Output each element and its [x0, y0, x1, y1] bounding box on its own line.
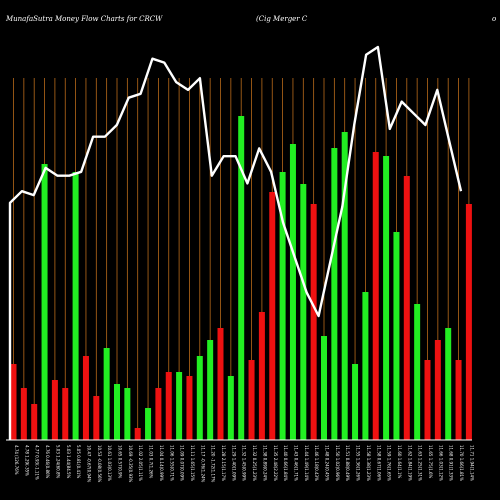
money-flow-bar	[403, 176, 410, 440]
x-tick-label: 11.60 1.64(1.1%	[397, 445, 402, 479]
money-flow-bar	[51, 380, 58, 440]
money-flow-bar	[414, 304, 421, 440]
chart-subtitle: (Cig Merger C	[256, 15, 308, 23]
x-tick-label: 11.17 -0.76(1.24%	[200, 445, 205, 483]
x-tick-label: 11.32 0.25(1.23%	[252, 445, 257, 481]
money-flow-bar	[20, 388, 27, 440]
money-flow-bar	[352, 364, 359, 440]
money-flow-bars	[10, 116, 472, 440]
x-tick-label: 4.77 0.93(-1.11%	[35, 445, 40, 480]
x-tick-label: 4.74 (126.76%	[14, 445, 19, 475]
x-tick-label: 5.03 1.44(84.5%	[66, 445, 71, 479]
money-flow-bar	[341, 132, 348, 440]
x-tick-label: 11.44 1.49(1.14%	[304, 445, 309, 481]
money-flow-bar	[103, 348, 110, 440]
money-flow-bar	[248, 360, 255, 440]
money-flow-bar	[82, 356, 89, 440]
x-tick-label: 11.51 0.88(0.49%	[345, 445, 350, 481]
x-tick-label: 5.05 0.81(0.41%	[76, 445, 81, 479]
x-tick-label: 11.03 0.7(1.26%	[149, 445, 154, 479]
money-flow-bar	[455, 360, 462, 440]
money-flow-bar	[196, 356, 203, 440]
money-flow-bar	[31, 404, 38, 440]
money-flow-bar	[145, 408, 152, 440]
money-flow-bar	[176, 372, 183, 440]
money-flow-bar	[372, 152, 379, 440]
x-tick-label: 11.35 2.48(2.22%	[273, 445, 278, 481]
money-flow-bar	[124, 388, 131, 440]
x-tick-label: 11.43 0.46(1.71%	[293, 445, 298, 481]
money-flow-bar	[445, 328, 452, 440]
money-flow-bar	[217, 328, 224, 440]
x-tick-label: 11.68 0.91(1.33%	[449, 445, 454, 481]
money-flow-bar	[186, 376, 193, 440]
money-flow-bar	[321, 336, 327, 440]
x-tick-label: 11.71 1.94(1.14%	[469, 445, 474, 481]
money-flow-bar	[62, 388, 69, 440]
money-flow-bar	[10, 364, 17, 440]
money-flow-bar	[310, 204, 317, 440]
x-tick-label: 11.58 0.67(1.06%	[376, 445, 381, 481]
money-flow-bar	[434, 340, 441, 440]
x-tick-label: 11.29 1.40(1.09%	[231, 445, 236, 481]
money-flow-bar	[165, 372, 172, 440]
x-tick-label: 11.48 0.24(0.45%	[325, 445, 330, 481]
money-flow-bar	[383, 156, 390, 440]
money-flow-bar	[424, 360, 431, 440]
x-tick-label: 11.09 0.07(0.09%	[180, 445, 185, 481]
chart-title: MunafaSutra Money Flow Charts for CRCW	[5, 15, 163, 23]
money-flow-bar	[258, 312, 265, 440]
x-tick-label: 11.66 1.03(1.12%	[438, 445, 443, 481]
x-tick-label: 11.32 1.45(0.99%	[242, 445, 247, 481]
money-flow-bar	[238, 116, 245, 440]
x-tick-label: 11.40 0.66(1.84%	[283, 445, 288, 481]
x-tick-label: 11.65 1.75(1.6%	[428, 445, 433, 479]
x-tick-label: 4.78 1.29(-35%	[24, 445, 29, 476]
money-flow-bar	[279, 172, 286, 440]
x-tick-label: 11.04 0.14(0.99%	[159, 445, 164, 481]
money-flow-bar	[331, 148, 338, 440]
x-tick-label: 11.70 1.66(1.81%	[459, 445, 464, 481]
money-flow-bar	[93, 396, 100, 440]
x-tick-label: 10.65 0.57(0.9%	[118, 445, 123, 479]
x-tick-label: 10.69 -0.35(0.93%	[128, 445, 133, 483]
money-flow-bar	[362, 292, 369, 440]
x-tick-label: 10.47 -0.67(0.94%	[86, 445, 91, 483]
money-flow-bar	[465, 204, 472, 440]
x-tick-label: 11.28 2.15(1.17%	[221, 445, 226, 481]
x-tick-label: 11.38 0.89(0.24%	[262, 445, 267, 481]
x-tick-label: 11.58 1.38(1.23%	[366, 445, 371, 481]
x-tick-label: 10.61 1.03(0.13%	[107, 445, 112, 481]
x-tick-label: 10.53 -0.08(0.56%	[97, 445, 102, 483]
money-flow-bar	[155, 388, 162, 440]
x-tick-label: 11.02 2.05(1.11%	[138, 445, 143, 481]
x-tick-label: 11.59 1.76(1.65%	[387, 445, 392, 481]
money-flow-bar	[114, 384, 120, 440]
x-tick-label: 4.76 0.46(0.86%	[45, 445, 50, 479]
x-tick-label: 11.55 1.36(1.26%	[356, 445, 361, 481]
money-flow-bar	[207, 340, 214, 440]
x-tick-label: 11.62 1.84(1.19%	[407, 445, 412, 481]
x-tick-label: 11.50 1.02(0.96%	[335, 445, 340, 481]
x-tick-label: 11.20 -1.72(1.17%	[211, 445, 216, 483]
chart-title-fragment: o	[492, 15, 496, 23]
x-tick-label: 11.46 1.18(0.43%	[314, 445, 319, 481]
x-tick-label: 11.11 1.65(1.15%	[190, 445, 195, 481]
money-flow-bar	[134, 428, 141, 440]
x-tick-label: 11.63 1.25(1.31%	[418, 445, 423, 481]
money-flow-bar	[41, 164, 48, 440]
x-tick-labels: 4.74 (126.76% 4.78 1.29(-35% 4.77 0.93(-1.…	[14, 445, 474, 483]
money-flow-bar	[227, 376, 234, 440]
x-tick-label: 5.03 1.24(60.8%	[55, 445, 60, 479]
money-flow-bar	[269, 192, 276, 440]
money-flow-bar	[393, 232, 400, 440]
x-tick-label: 11.06 1.55(0.71%	[169, 445, 174, 481]
money-flow-bar	[289, 144, 296, 440]
money-flow-bar	[72, 172, 79, 440]
money-flow-bar	[300, 184, 307, 440]
price-line	[8, 45, 463, 440]
